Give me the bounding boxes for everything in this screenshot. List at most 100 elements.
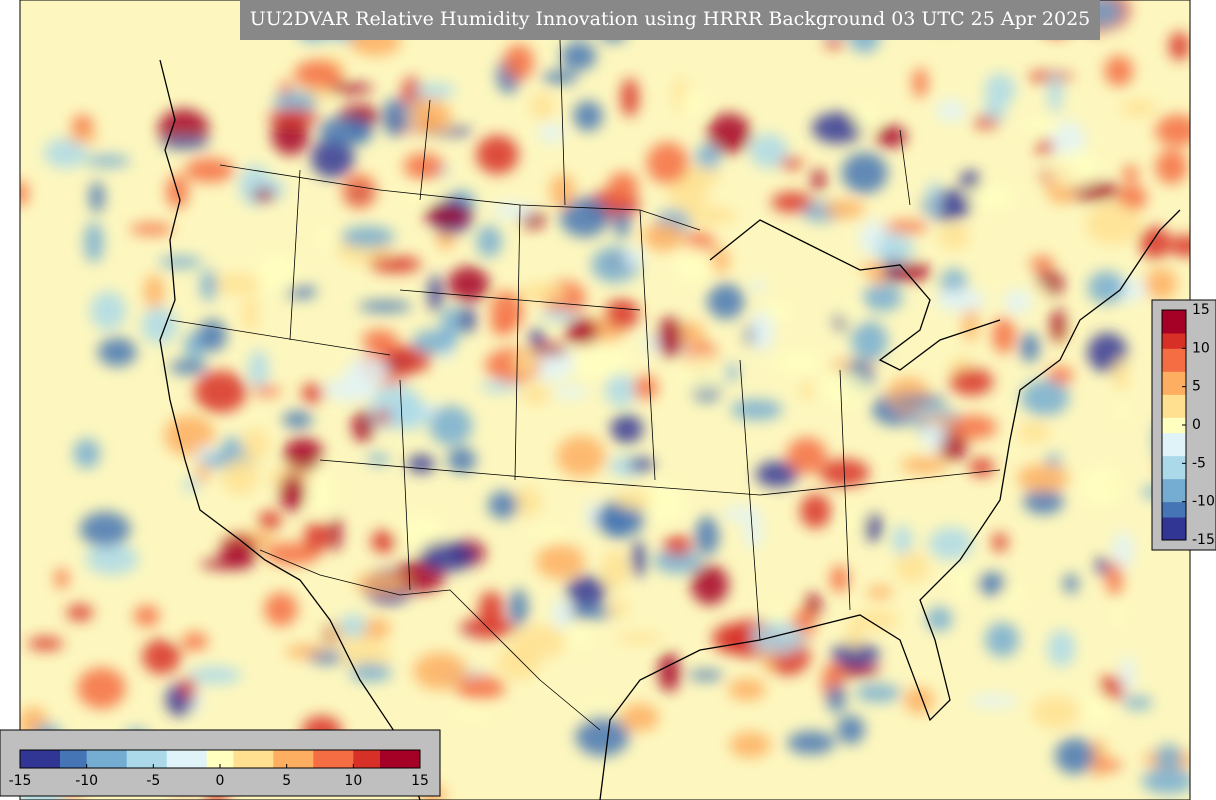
field-blob bbox=[779, 157, 803, 170]
field-blob bbox=[530, 92, 555, 120]
field-blob bbox=[346, 356, 388, 388]
field-blob bbox=[301, 383, 324, 404]
field-blob bbox=[283, 437, 323, 471]
field-blob bbox=[264, 592, 298, 627]
colorbar-step bbox=[1162, 371, 1186, 380]
field-blob bbox=[895, 551, 930, 583]
field-blob bbox=[129, 223, 174, 236]
field-blob bbox=[935, 100, 967, 122]
field-blob bbox=[67, 131, 99, 144]
field-blob bbox=[368, 255, 422, 273]
colorbar-step bbox=[1162, 517, 1186, 526]
field-blob bbox=[562, 605, 615, 619]
field-blob bbox=[1029, 256, 1055, 271]
field-blob bbox=[749, 133, 789, 169]
field-blob bbox=[413, 83, 457, 99]
field-blob bbox=[614, 633, 664, 644]
colorbar-step bbox=[206, 750, 221, 768]
colorbar-step bbox=[1162, 463, 1186, 472]
field-blob bbox=[653, 549, 702, 574]
colorbar-step bbox=[86, 750, 101, 768]
field-blob bbox=[560, 41, 597, 71]
colorbar-step bbox=[33, 750, 48, 768]
field-blob bbox=[811, 168, 826, 192]
field-blob bbox=[541, 70, 579, 85]
field-blob bbox=[341, 226, 395, 249]
field-blob bbox=[1112, 531, 1134, 571]
field-blob bbox=[460, 306, 476, 334]
field-blob bbox=[727, 678, 766, 701]
field-blob bbox=[900, 456, 948, 474]
field-blob bbox=[242, 427, 270, 461]
colorbar-step bbox=[260, 750, 274, 768]
field-blob bbox=[631, 540, 646, 578]
state-lines bbox=[169, 39, 1001, 641]
field-blob bbox=[221, 457, 259, 495]
field-blob bbox=[903, 687, 935, 714]
field-blob bbox=[628, 457, 655, 472]
field-blob bbox=[497, 645, 540, 680]
field-blob bbox=[200, 559, 254, 570]
field-blob bbox=[538, 123, 565, 143]
colorbar-step bbox=[46, 750, 61, 768]
field-blob bbox=[566, 575, 607, 607]
colorbar-step bbox=[1162, 379, 1186, 388]
field-blob bbox=[679, 354, 727, 391]
field-blob bbox=[529, 343, 568, 356]
field-blob bbox=[601, 549, 629, 590]
field-blob bbox=[607, 172, 639, 202]
field-blob bbox=[309, 475, 334, 517]
field-blob bbox=[663, 535, 693, 556]
west-coast bbox=[159, 59, 421, 800]
field-blob bbox=[308, 652, 345, 664]
horizontal-colorbar: -15 -10 -5 0 5 10 15 bbox=[9, 749, 429, 789]
colorbar-tick-label: 5 bbox=[282, 773, 291, 789]
field-blob bbox=[197, 319, 227, 352]
field-blob bbox=[339, 613, 367, 638]
field-blob bbox=[750, 309, 774, 352]
field-blob bbox=[268, 108, 319, 126]
field-blob bbox=[614, 209, 630, 239]
field-blob bbox=[786, 437, 827, 474]
field-blob bbox=[991, 532, 1008, 552]
field-blob bbox=[366, 453, 390, 465]
colorbar-step bbox=[1162, 356, 1186, 365]
field-blob bbox=[799, 380, 815, 400]
colorbar-step bbox=[380, 750, 394, 768]
field-blob bbox=[1104, 55, 1134, 87]
field-blob bbox=[854, 683, 901, 703]
field-blob bbox=[846, 617, 863, 650]
colorbar-tick-label: -15 bbox=[1192, 532, 1215, 548]
field-blob bbox=[529, 328, 545, 347]
field-blob bbox=[329, 516, 342, 552]
field-blob bbox=[407, 454, 436, 474]
colorbar-step bbox=[1162, 409, 1186, 418]
field-blob bbox=[200, 269, 217, 302]
field-blob bbox=[530, 526, 568, 538]
field-blob bbox=[1112, 358, 1129, 392]
field-blob bbox=[935, 287, 986, 313]
field-blob bbox=[320, 82, 374, 94]
field-blob bbox=[513, 486, 542, 517]
field-blob bbox=[1155, 149, 1188, 185]
field-blob bbox=[556, 435, 606, 477]
field-blob bbox=[520, 384, 551, 405]
field-blob bbox=[1003, 289, 1032, 314]
field-blob bbox=[1083, 690, 1112, 725]
field-blob bbox=[196, 459, 210, 484]
field-blob bbox=[951, 565, 979, 597]
field-blob bbox=[339, 641, 391, 669]
field-blob bbox=[819, 371, 868, 406]
field-blob bbox=[487, 491, 519, 519]
us-mexico-border bbox=[259, 549, 601, 731]
field-blob bbox=[256, 253, 300, 295]
field-blob bbox=[886, 377, 930, 413]
colorbar-step bbox=[340, 750, 354, 768]
field-blob bbox=[712, 623, 754, 654]
field-blob bbox=[1020, 379, 1070, 416]
field-blob bbox=[409, 98, 453, 134]
field-blob bbox=[181, 676, 196, 701]
field-blob bbox=[412, 329, 458, 355]
field-blob bbox=[279, 473, 306, 511]
